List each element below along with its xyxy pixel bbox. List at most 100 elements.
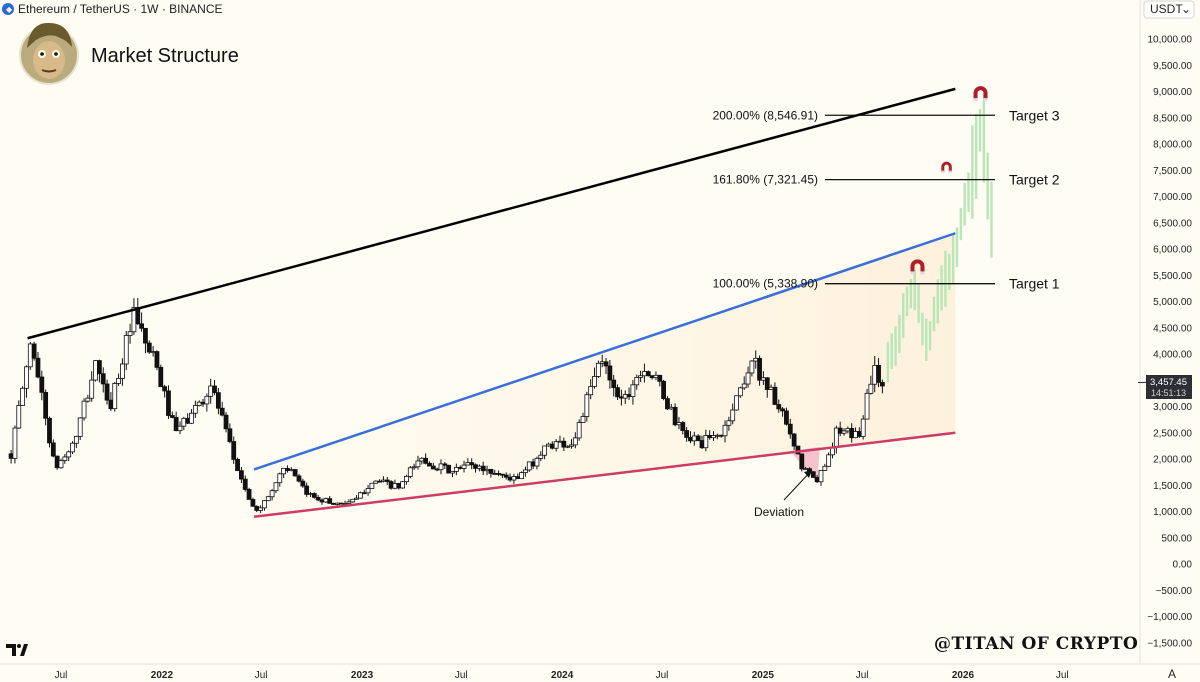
candle-body [384,479,390,482]
candle-body [242,478,248,490]
candle-body [872,364,878,385]
candle-body [12,427,18,459]
candle-body [780,408,785,412]
candle-body [530,461,536,467]
candle-body [776,404,782,410]
candle-body [853,431,858,439]
candle-body [864,392,870,420]
candle-body [603,361,609,367]
candle-body [714,434,720,437]
candle-body [162,386,168,392]
candle-body [166,390,171,416]
price-tick-label: 8,000.00 [1153,140,1192,151]
candle-body [354,497,359,500]
candle-body [638,375,643,378]
deviation-label: Deviation [754,505,804,519]
bar-countdown: 14:51:13 [1151,388,1186,398]
candle-body [215,392,221,409]
price-tick-label: 1,500.00 [1153,481,1192,492]
time-tick-label: Jul [455,670,468,681]
candle-body [227,428,233,442]
candle-body [231,441,237,460]
currency-button[interactable]: USDT ⌄ [1143,0,1195,19]
candle-body [695,435,701,441]
time-axis[interactable]: Jul 2022 Jul 2023 Jul 2024 Jul 2025 Jul 2026 Jul [55,670,1069,681]
candle-body [826,454,832,467]
candle-body [369,482,375,489]
candle-body [273,482,279,492]
candle-body [534,457,540,467]
candle-body [707,435,713,439]
candle-body [66,451,72,458]
candle-body [876,364,881,383]
candle-body [169,415,175,418]
candle-body [595,362,601,377]
candle-body [787,423,793,435]
candle-body [331,502,336,505]
symbol-header[interactable]: ◆ Ethereum / TetherUS · 1W · BINANCE [2,2,223,16]
price-tick-label: 9,000.00 [1153,87,1192,98]
price-tick-label: 0.00 [1173,560,1193,571]
candle-body [8,453,14,459]
price-tick-label: 2,500.00 [1153,428,1192,439]
price-tick-label: 9,500.00 [1153,61,1192,72]
candle-body [85,397,91,402]
symbol-title: Ethereum / TetherUS · 1W · BINANCE [18,2,223,16]
candle-body [16,405,22,429]
price-tick-label: 2,000.00 [1153,455,1192,466]
candle-body [592,376,597,387]
magnet-layer [910,86,988,275]
candle-body [27,343,33,368]
candle-body [189,412,194,424]
candle-body [158,367,164,388]
magnet-icon [910,259,925,275]
candle-body [235,458,240,472]
price-tick-label: 3,000.00 [1153,402,1192,413]
candle-body [323,498,329,503]
price-axis-ticks: −1,500.00 −1,000.00 −500.00 0.00 500.00 1,000… [1138,35,1193,649]
candle-body [350,498,356,503]
candle-body [730,409,736,422]
candle-body [584,394,590,417]
candle-body [480,465,486,472]
candle-body [753,357,759,362]
time-tick-label: Jul [856,670,869,681]
candle-body [500,473,505,476]
candle-body [423,457,429,464]
candle-body [461,464,467,469]
tradingview-logo[interactable] [6,644,28,656]
trendline-layer [27,87,956,518]
auto-scale-button[interactable]: A [1168,667,1176,681]
symbol-icon [2,3,14,15]
candle-body [388,481,394,489]
candle-body [338,502,344,505]
projection-layer [886,92,993,383]
candle-body [615,387,620,398]
candle-body [311,493,317,498]
price-tick-label: 5,000.00 [1153,297,1192,308]
candle-body [419,457,425,462]
candle-body [680,422,686,431]
candle-body [254,505,260,511]
candle-body [465,462,471,466]
candle-body [699,440,705,449]
candle-body [24,366,29,389]
candle-body [262,500,267,509]
candle-body [457,466,463,469]
candle-body [833,427,839,448]
time-tick-label: Jul [55,670,68,681]
candle-body [523,469,528,474]
candle-body [718,434,724,437]
candle-body [292,469,298,477]
price-tick-label: 6,500.00 [1153,218,1192,229]
price-axis[interactable] [1140,0,1200,682]
trendline-resistance [27,87,956,340]
candle-body [304,485,310,495]
candle-body [676,422,682,426]
time-tick-label: Jul [255,670,268,681]
candle-body [154,351,160,368]
candle-body [538,454,544,459]
candle-body [469,462,475,466]
candle-body [657,374,663,382]
